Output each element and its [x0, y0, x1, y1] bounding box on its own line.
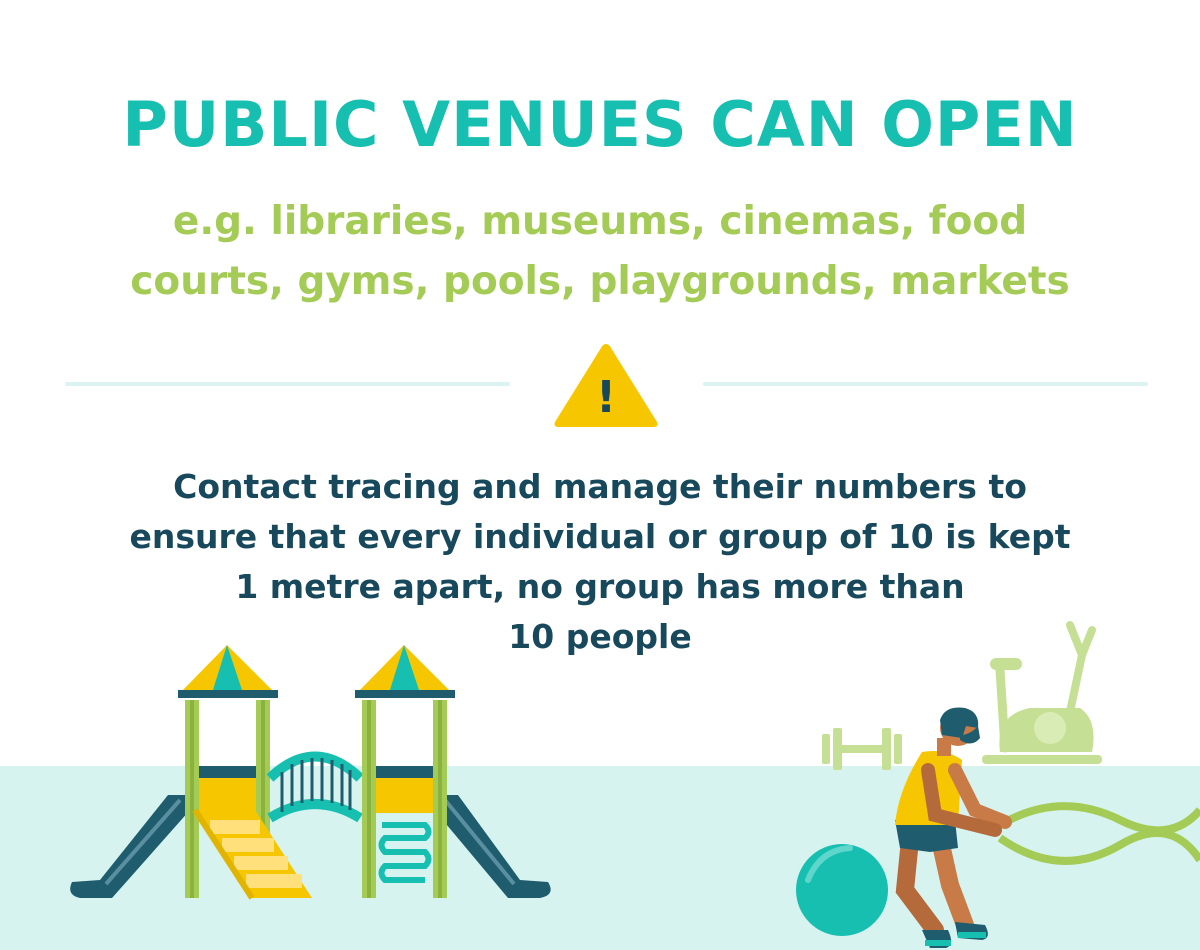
- body-line: Contact tracing and manage their numbers…: [173, 467, 1027, 506]
- battle-ropes-athlete-icon: [895, 707, 1012, 948]
- body-line: 1 metre apart, no group has more than: [235, 567, 965, 606]
- warning-triangle-icon: !: [554, 344, 658, 427]
- subtitle-line: courts, gyms, pools, playgrounds, market…: [130, 259, 1070, 304]
- subtitle-line: e.g. libraries, museums, cinemas, food: [172, 199, 1028, 244]
- headline: PUBLIC VENUES CAN OPEN: [122, 88, 1078, 161]
- exercise-ball-icon: [796, 844, 888, 936]
- exercise-bike-icon: [982, 621, 1102, 764]
- warning-symbol: !: [596, 372, 616, 423]
- dumbbell-icon: [822, 728, 902, 770]
- divider-left: [65, 382, 510, 386]
- body-text: Contact tracing and manage their numbers…: [80, 462, 1120, 662]
- body-line: 10 people: [508, 617, 692, 656]
- battle-ropes-icon: [997, 802, 1200, 865]
- playground-icon: [70, 645, 551, 900]
- body-line: ensure that every individual or group of…: [129, 517, 1071, 556]
- subtitle: e.g. libraries, museums, cinemas, food c…: [100, 192, 1100, 312]
- divider-right: [703, 382, 1148, 386]
